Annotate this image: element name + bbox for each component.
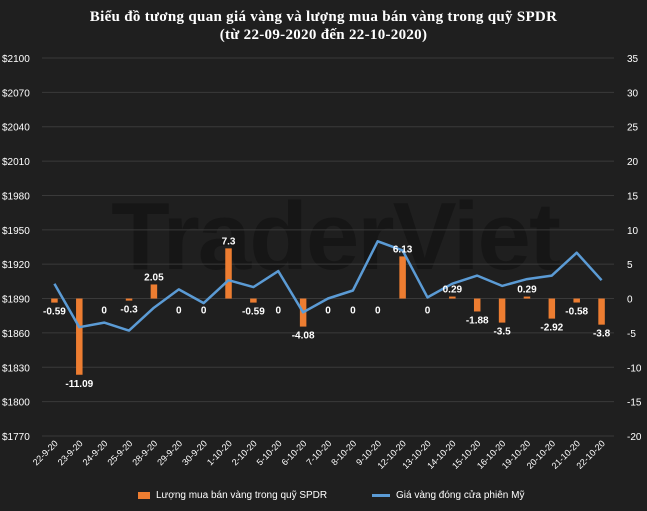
x-axis-tick-label: 24-9-20 xyxy=(81,438,110,467)
x-axis-tick-label: 6-10-20 xyxy=(280,438,309,467)
legend-line-label: Giá vàng đóng cửa phiên Mỹ xyxy=(396,490,525,501)
bar-data-label: 0 xyxy=(201,306,207,317)
bar xyxy=(399,256,406,299)
line-series xyxy=(53,240,603,332)
bar xyxy=(125,298,133,301)
x-axis-tick-label: 1-10-20 xyxy=(205,438,234,467)
right-axis-tick-label: 0 xyxy=(627,295,633,306)
left-axis-tick-label: $1890 xyxy=(2,295,30,306)
bar xyxy=(449,296,456,299)
bar-data-label: -0.58 xyxy=(565,307,588,318)
x-axis-tick-label: 8-10-20 xyxy=(329,438,358,467)
bar-data-labels: -0.59 -11.09 0 -0.3 2.05 0 0 7.3 -0.59 0 -4.08 0 0 0 6… xyxy=(43,236,611,389)
bar xyxy=(598,298,605,325)
left-axis-ticks: $1770 $1800 $1830 $1860 $1890 $1920 $1950 $1980… xyxy=(2,54,30,443)
bar-data-label: -2.92 xyxy=(540,323,563,334)
gridlines xyxy=(42,57,614,437)
left-axis-tick-label: $2040 xyxy=(2,123,30,134)
bar xyxy=(225,248,232,299)
x-axis-tick-label: 28-9-20 xyxy=(130,438,159,467)
bar-data-label: -1.88 xyxy=(466,315,489,326)
right-axis-tick-label: 35 xyxy=(627,54,639,65)
price-line xyxy=(53,240,603,332)
chart-title: Biểu đồ tương quan giá vàng và lượng mua… xyxy=(89,9,558,25)
x-axis-tick-label: 5-10-20 xyxy=(255,438,284,467)
x-axis-tick-label: 23-9-20 xyxy=(56,438,85,467)
right-axis-tick-label: 10 xyxy=(627,226,639,237)
left-axis-tick-label: $1770 xyxy=(2,432,30,443)
bar-data-label: 2.05 xyxy=(144,272,164,283)
left-axis-tick-label: $1830 xyxy=(2,363,30,374)
bar xyxy=(548,298,556,319)
right-axis-tick-label: 20 xyxy=(627,157,639,168)
legend-item-bars: Lượng mua bán vàng trong quỹ SPDR xyxy=(138,490,327,501)
bar xyxy=(498,298,506,323)
bar xyxy=(51,298,58,303)
left-axis-tick-label: $1800 xyxy=(2,398,30,409)
bar-data-label: 7.3 xyxy=(222,236,236,247)
bar-data-label: 0 xyxy=(375,306,381,317)
chart-subtitle: (từ 22-09-2020 đến 22-10-2020) xyxy=(219,27,428,43)
x-axis-tick-label: 25-9-20 xyxy=(105,438,134,467)
bar-data-label: 0.29 xyxy=(517,285,537,296)
bar-data-label: -3.8 xyxy=(593,329,611,340)
legend-bar-swatch xyxy=(138,492,150,499)
bar-data-label: -0.59 xyxy=(242,307,265,318)
bar-data-label: 0 xyxy=(176,306,182,317)
bar xyxy=(573,298,580,303)
bar xyxy=(76,298,83,375)
right-axis-ticks: -20 -15 -10 -5 0 5 10 15 20 25 30 35 xyxy=(627,54,642,443)
left-axis-tick-label: $2070 xyxy=(2,88,30,99)
bar-data-label: 0 xyxy=(275,306,281,317)
x-axis-tick-label: 29-9-20 xyxy=(155,438,184,467)
bar-data-label: -0.3 xyxy=(120,305,138,316)
right-axis-tick-label: 30 xyxy=(627,88,639,99)
bar-data-label: -11.09 xyxy=(65,379,93,390)
right-axis-tick-label: -10 xyxy=(627,363,642,374)
x-axis-tick-label: 22-9-20 xyxy=(31,438,60,467)
bar-data-label: 0.29 xyxy=(443,285,463,296)
x-axis-ticks: 22-9-2023-9-2024-9-2025-9-2028-9-2029-9-… xyxy=(31,438,607,471)
right-axis-tick-label: 5 xyxy=(627,260,633,271)
left-axis-tick-label: $2100 xyxy=(2,54,30,65)
bar xyxy=(250,298,257,303)
bar-data-label: 0 xyxy=(425,306,431,317)
left-axis-tick-label: $2010 xyxy=(2,157,30,168)
right-axis-tick-label: -15 xyxy=(627,398,642,409)
legend-item-line: Giá vàng đóng cửa phiên Mỹ xyxy=(372,490,524,501)
bar-data-label: 0 xyxy=(101,306,107,317)
bar-data-label: 6.13 xyxy=(393,244,413,255)
bar xyxy=(523,296,531,299)
legend-bar-label: Lượng mua bán vàng trong quỹ SPDR xyxy=(156,490,328,501)
right-axis-tick-label: -20 xyxy=(627,432,642,443)
left-axis-tick-label: $1950 xyxy=(2,226,30,237)
left-axis-tick-label: $1980 xyxy=(2,191,30,202)
left-axis-tick-label: $1920 xyxy=(2,260,30,271)
left-axis-tick-label: $1860 xyxy=(2,329,30,340)
bar xyxy=(473,298,481,312)
x-axis-tick-label: 30-9-20 xyxy=(180,438,209,467)
x-axis-tick-label: 7-10-20 xyxy=(304,438,333,467)
bar-data-label: -0.59 xyxy=(43,307,66,318)
bar-data-label: 0 xyxy=(325,306,331,317)
right-axis-tick-label: 25 xyxy=(627,123,639,134)
legend-line-swatch xyxy=(372,494,390,497)
right-axis-tick-label: -5 xyxy=(627,329,636,340)
bar-data-label: -3.5 xyxy=(493,327,511,338)
bar-data-label: 0 xyxy=(350,306,356,317)
x-axis-tick-label: 2-10-20 xyxy=(230,438,259,467)
right-axis-tick-label: 15 xyxy=(627,191,639,202)
bar xyxy=(150,284,158,299)
bar-data-label: -4.08 xyxy=(292,331,315,342)
